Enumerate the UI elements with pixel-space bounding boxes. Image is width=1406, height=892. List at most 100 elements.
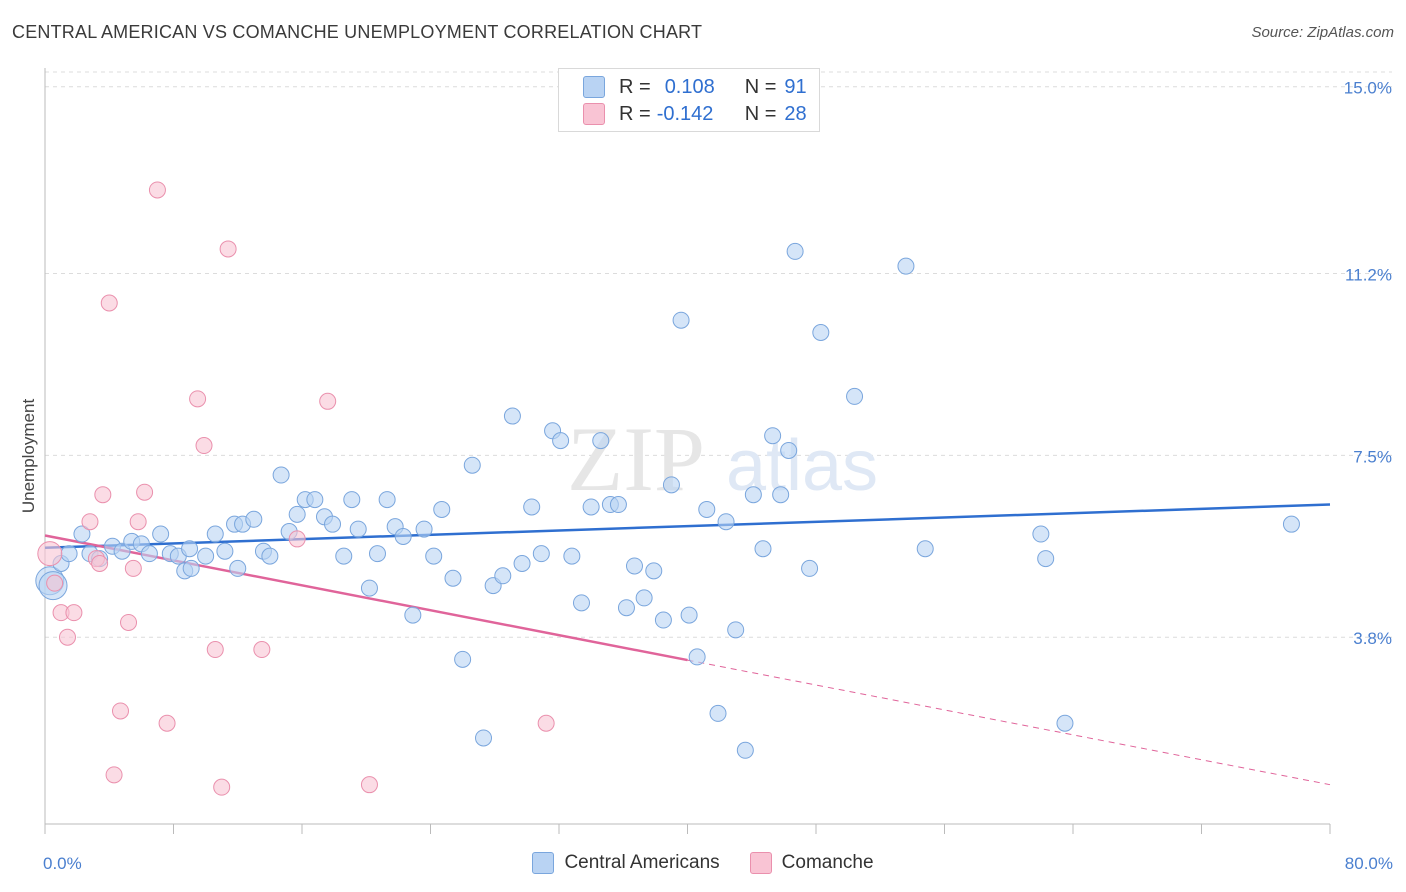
point-central-americans bbox=[404, 606, 422, 624]
point-central-americans bbox=[197, 547, 215, 565]
y-tick-label: 3.8% bbox=[1353, 629, 1392, 648]
point-central-americans bbox=[288, 505, 306, 523]
point-comanche bbox=[100, 294, 118, 312]
watermark: ZIP atlas bbox=[567, 408, 878, 510]
point-central-americans bbox=[654, 611, 672, 629]
point-central-americans bbox=[662, 476, 680, 494]
point-central-americans bbox=[1037, 550, 1055, 568]
point-comanche bbox=[189, 390, 207, 408]
point-central-americans bbox=[494, 567, 512, 585]
point-comanche bbox=[129, 513, 147, 531]
point-central-americans bbox=[181, 540, 199, 558]
point-central-americans bbox=[73, 525, 91, 543]
point-central-americans bbox=[532, 545, 550, 563]
point-central-americans bbox=[1056, 714, 1074, 732]
legend-n-label: N = bbox=[744, 102, 777, 125]
point-central-americans bbox=[754, 540, 772, 558]
chart-title: CENTRAL AMERICAN VS COMANCHE UNEMPLOYMEN… bbox=[12, 22, 703, 42]
point-central-americans bbox=[717, 513, 735, 531]
point-central-americans bbox=[764, 427, 782, 445]
point-central-americans bbox=[846, 387, 864, 405]
point-central-americans bbox=[780, 441, 798, 459]
point-central-americans bbox=[1282, 515, 1300, 533]
point-central-americans bbox=[582, 498, 600, 516]
point-central-americans bbox=[349, 520, 367, 538]
point-central-americans bbox=[698, 500, 716, 518]
point-comanche bbox=[148, 181, 166, 199]
y-tick-label: 7.5% bbox=[1353, 447, 1392, 466]
point-comanche bbox=[111, 702, 129, 720]
point-central-americans bbox=[152, 525, 170, 543]
legend-label: Central Americans bbox=[564, 852, 720, 873]
x-tick-label: 80.0% bbox=[1345, 854, 1393, 873]
legend-swatch-pink bbox=[749, 852, 772, 874]
point-central-americans bbox=[786, 242, 804, 260]
legend-row-central-americans: R = 0.108 N = 91 bbox=[583, 74, 807, 100]
point-central-americans bbox=[1032, 525, 1050, 543]
legend-r-value: -0.142 bbox=[656, 102, 714, 125]
point-central-americans bbox=[617, 599, 635, 617]
source-label: Source: ZipAtlas.com bbox=[1251, 24, 1394, 41]
point-comanche bbox=[253, 641, 271, 659]
point-central-americans bbox=[182, 559, 200, 577]
point-comanche bbox=[219, 240, 237, 258]
y-axis-label: Unemployment bbox=[19, 399, 38, 514]
point-central-americans bbox=[444, 569, 462, 587]
point-central-americans bbox=[635, 589, 653, 607]
point-central-americans bbox=[229, 559, 247, 577]
legend-n-label: N = bbox=[744, 75, 777, 98]
legend-label: Comanche bbox=[781, 852, 874, 873]
point-comanche bbox=[65, 604, 83, 622]
point-central-americans bbox=[433, 500, 451, 518]
grid-lines bbox=[45, 71, 1392, 638]
point-central-americans bbox=[523, 498, 541, 516]
point-central-americans bbox=[563, 547, 581, 565]
point-comanche bbox=[288, 530, 306, 548]
trend-line-central-americans bbox=[44, 503, 1331, 550]
point-central-americans bbox=[206, 525, 224, 543]
watermark-zip: ZIP bbox=[567, 408, 705, 510]
point-central-americans bbox=[335, 547, 353, 565]
point-central-americans bbox=[60, 545, 78, 563]
point-comanche bbox=[46, 574, 64, 592]
point-central-americans bbox=[360, 579, 378, 597]
point-central-americans bbox=[897, 257, 915, 275]
legend-r-value: 0.108 bbox=[664, 75, 715, 98]
point-comanche bbox=[124, 559, 142, 577]
point-central-americans bbox=[609, 496, 627, 514]
correlation-legend: R = 0.108 N = 91 R = -0.142 N = 28 bbox=[558, 68, 820, 132]
series-legend: Central Americans Comanche bbox=[0, 852, 1406, 874]
legend-swatch-blue bbox=[532, 852, 555, 874]
point-central-americans bbox=[625, 557, 643, 575]
legend-swatch-pink bbox=[583, 103, 605, 125]
legend-item-central-americans[interactable]: Central Americans bbox=[532, 852, 720, 874]
trend-line-comanche-extrapolated bbox=[687, 659, 1331, 786]
point-central-americans bbox=[812, 323, 830, 341]
legend-item-comanche[interactable]: Comanche bbox=[749, 852, 874, 874]
point-central-americans bbox=[916, 540, 934, 558]
point-comanche bbox=[360, 776, 378, 794]
point-central-americans bbox=[503, 407, 521, 425]
point-central-americans bbox=[680, 606, 698, 624]
legend-r-label: R = bbox=[619, 102, 651, 125]
point-central-americans bbox=[688, 648, 706, 666]
point-comanche bbox=[319, 392, 337, 410]
point-central-americans bbox=[572, 594, 590, 612]
point-comanche bbox=[136, 483, 154, 501]
point-central-americans bbox=[140, 545, 158, 563]
legend-swatch-blue bbox=[583, 76, 605, 98]
point-central-americans bbox=[454, 650, 472, 668]
point-central-americans bbox=[513, 555, 531, 573]
point-comanche bbox=[195, 437, 213, 455]
point-central-americans bbox=[592, 432, 610, 450]
point-central-americans bbox=[801, 559, 819, 577]
legend-r-label: R = bbox=[619, 75, 651, 98]
axes bbox=[44, 68, 1331, 834]
point-central-americans bbox=[727, 621, 745, 639]
point-central-americans bbox=[736, 741, 754, 759]
point-comanche bbox=[105, 766, 123, 784]
point-comanche bbox=[58, 628, 76, 646]
point-comanche bbox=[81, 513, 99, 531]
legend-row-comanche: R = -0.142 N = 28 bbox=[583, 101, 807, 127]
